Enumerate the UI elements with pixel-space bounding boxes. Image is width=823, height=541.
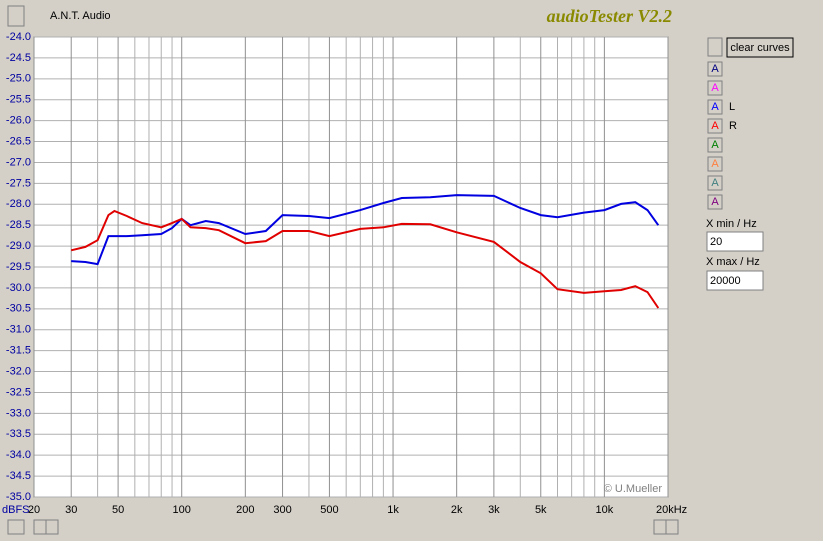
copyright: © U.Mueller [604, 483, 663, 495]
channel-button-label: A [711, 101, 719, 113]
spin-button[interactable] [707, 37, 723, 57]
channel-button[interactable] [707, 156, 723, 172]
x-tick-label: 5k [535, 504, 547, 516]
x-tick-label: 100 [173, 504, 191, 516]
y-tick-label: -27.5 [6, 177, 31, 189]
y-axis-label: dBFS [2, 504, 30, 516]
x-tick-label: 300 [273, 504, 291, 516]
x-tick-label: 200 [236, 504, 254, 516]
y-tick-label: -33.5 [6, 428, 31, 440]
xmin-value: 20 [710, 236, 722, 248]
channel-button-label: A [711, 158, 719, 170]
clear-curves-label: clear curves [730, 42, 790, 54]
channel-button[interactable] [707, 137, 723, 153]
channel-button[interactable] [707, 61, 723, 77]
x-tick-label: 10k [596, 504, 614, 516]
spin-button[interactable] [7, 519, 25, 535]
legend-entry: R [729, 120, 737, 132]
y-tick-label: -26.0 [6, 115, 31, 127]
channel-button-label: A [711, 120, 719, 132]
x-tick-label: 2k [451, 504, 463, 516]
legend-entry: L [729, 101, 735, 113]
scroll-left[interactable] [653, 519, 667, 535]
y-tick-label: -29.0 [6, 240, 31, 252]
scroll-right[interactable] [665, 519, 679, 535]
y-tick-label: -24.0 [6, 31, 31, 43]
channel-button[interactable] [707, 80, 723, 96]
y-tick-label: -30.0 [6, 282, 31, 294]
channel-button[interactable] [707, 175, 723, 191]
channel-button-label: A [711, 139, 719, 151]
channel-button-label: A [711, 82, 719, 94]
x-tick-label: 1k [387, 504, 399, 516]
y-tick-label: -35.0 [6, 491, 31, 503]
y-tick-label: -32.0 [6, 365, 31, 377]
y-tick-label: -34.0 [6, 449, 31, 461]
channel-button[interactable] [707, 194, 723, 210]
vendor: A.N.T. Audio [50, 10, 111, 22]
app-title: audioTester V2.2 [547, 6, 672, 26]
x-tick-label: 30 [65, 504, 77, 516]
y-tick-label: -32.5 [6, 386, 31, 398]
y-tick-label: -25.5 [6, 94, 31, 106]
y-tick-label: -24.5 [6, 52, 31, 64]
series-line [71, 194, 660, 266]
y-tick-label: -31.0 [6, 324, 31, 336]
y-tick-label: -26.5 [6, 135, 31, 147]
y-tick-label: -34.5 [6, 470, 31, 482]
y-tick-label: -28.5 [6, 219, 31, 231]
clear-curves-button[interactable] [726, 37, 794, 58]
y-tick-label: -27.0 [6, 156, 31, 168]
y-tick-label: -30.5 [6, 303, 31, 315]
x-tick-label: 20 [28, 504, 40, 516]
y-tick-label: -29.5 [6, 261, 31, 273]
xmax-input[interactable] [706, 270, 764, 291]
channel-button[interactable] [707, 118, 723, 134]
y-tick-label: -33.0 [6, 407, 31, 419]
xmin-input[interactable] [706, 231, 764, 252]
series-line [70, 209, 660, 309]
channel-button-label: A [711, 196, 719, 208]
scroll-left[interactable] [33, 519, 47, 535]
x-tick-label: 50 [112, 504, 124, 516]
xmin-label: X min / Hz [706, 218, 757, 230]
channel-button-label: A [711, 177, 719, 189]
scroll-right[interactable] [45, 519, 59, 535]
channel-button[interactable] [707, 99, 723, 115]
x-tick-label: 3k [488, 504, 500, 516]
y-tick-label: -28.0 [6, 198, 31, 210]
xmax-value: 20000 [710, 275, 741, 287]
x-tick-label: 500 [320, 504, 338, 516]
y-tick-label: -25.0 [6, 73, 31, 85]
x-tick-label: 20kHz [656, 504, 687, 516]
channel-button-label: A [711, 63, 719, 75]
xmax-label: X max / Hz [706, 256, 760, 268]
y-tick-label: -31.5 [6, 345, 31, 357]
spin-button[interactable] [7, 5, 25, 27]
